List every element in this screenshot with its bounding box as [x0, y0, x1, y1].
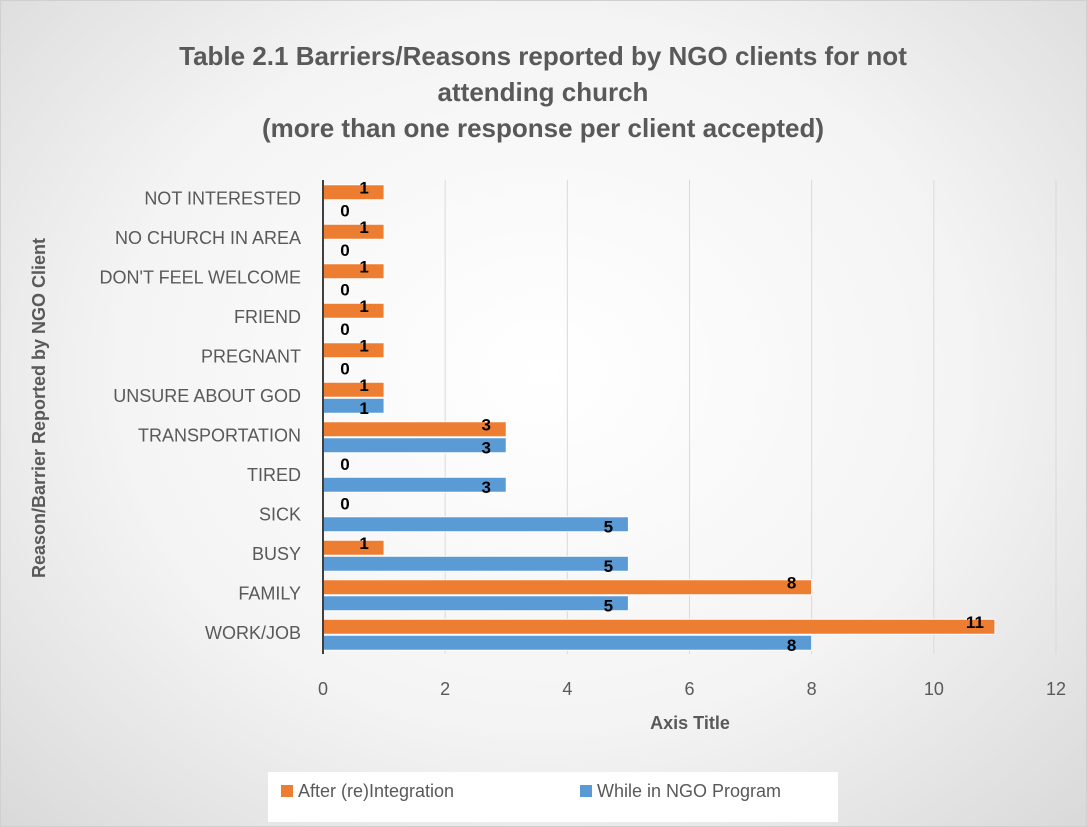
bar — [322, 539, 385, 556]
y-tick-label: FAMILY — [238, 584, 301, 604]
bar — [322, 421, 507, 438]
x-tick-label: 6 — [684, 679, 694, 699]
data-label: 0 — [340, 281, 349, 300]
x-tick-label: 12 — [1046, 679, 1066, 699]
bar — [322, 634, 813, 651]
data-label: 0 — [340, 202, 349, 221]
data-label: 1 — [359, 534, 368, 553]
y-tick-label: DON'T FEEL WELCOME — [100, 268, 301, 288]
bar — [322, 618, 996, 635]
data-label: 0 — [340, 495, 349, 514]
bar — [322, 263, 385, 280]
bar — [322, 555, 629, 572]
bar — [322, 595, 629, 612]
y-tick-label: NOT INTERESTED — [144, 189, 301, 209]
bar — [322, 437, 507, 454]
data-label: 3 — [482, 416, 491, 435]
legend-label: After (re)Integration — [298, 781, 454, 801]
x-tick-label: 2 — [440, 679, 450, 699]
legend-swatch — [281, 785, 293, 797]
data-label: 5 — [604, 518, 613, 537]
data-label: 5 — [604, 597, 613, 616]
data-label: 8 — [787, 636, 796, 655]
y-tick-label: UNSURE ABOUT GOD — [113, 386, 301, 406]
data-label: 8 — [787, 574, 796, 593]
x-axis-title: Axis Title — [650, 713, 730, 733]
legend-label: While in NGO Program — [597, 781, 781, 801]
data-label: 5 — [604, 557, 613, 576]
bar — [322, 397, 385, 414]
data-label: 0 — [340, 320, 349, 339]
data-label: 0 — [340, 455, 349, 474]
y-axis-title: Reason/Barrier Reported by NGO Client — [29, 238, 49, 578]
bar — [322, 223, 385, 240]
y-tick-label: NO CHURCH IN AREA — [115, 228, 301, 248]
bar — [322, 579, 813, 596]
bar — [322, 302, 385, 319]
y-tick-label: WORK/JOB — [205, 623, 301, 643]
data-label: 1 — [359, 337, 368, 356]
data-label: 1 — [359, 179, 368, 198]
data-label: 1 — [359, 218, 368, 237]
y-tick-label: BUSY — [252, 544, 301, 564]
legend-box — [268, 772, 838, 822]
x-tick-label: 4 — [562, 679, 572, 699]
x-tick-label: 10 — [924, 679, 944, 699]
chart-subtitle: (more than one response per client accep… — [261, 113, 825, 143]
chart-title: Table 2.1 Barriers/Reasons reported by N… — [179, 41, 907, 107]
bar — [322, 476, 507, 493]
y-tick-label: FRIEND — [234, 307, 301, 327]
chart-title-block: Table 2.1 Barriers/Reasons reported by N… — [143, 38, 943, 146]
legend-swatch — [580, 785, 592, 797]
y-tick-label: SICK — [259, 505, 301, 525]
y-tick-label: TIRED — [247, 465, 301, 485]
x-tick-label: 0 — [318, 679, 328, 699]
bar — [322, 342, 385, 359]
y-tick-label: TRANSPORTATION — [138, 426, 301, 446]
bar — [322, 381, 385, 398]
data-label: 1 — [359, 399, 368, 418]
data-label: 11 — [966, 613, 984, 632]
data-label: 1 — [359, 258, 368, 277]
data-label: 3 — [482, 439, 491, 458]
bar — [322, 516, 629, 533]
data-label: 0 — [340, 360, 349, 379]
data-label: 0 — [340, 241, 349, 260]
y-tick-label: PREGNANT — [201, 347, 301, 367]
data-label: 1 — [359, 376, 368, 395]
x-tick-label: 8 — [807, 679, 817, 699]
bar — [322, 184, 385, 201]
data-label: 1 — [359, 297, 368, 316]
data-label: 3 — [482, 478, 491, 497]
